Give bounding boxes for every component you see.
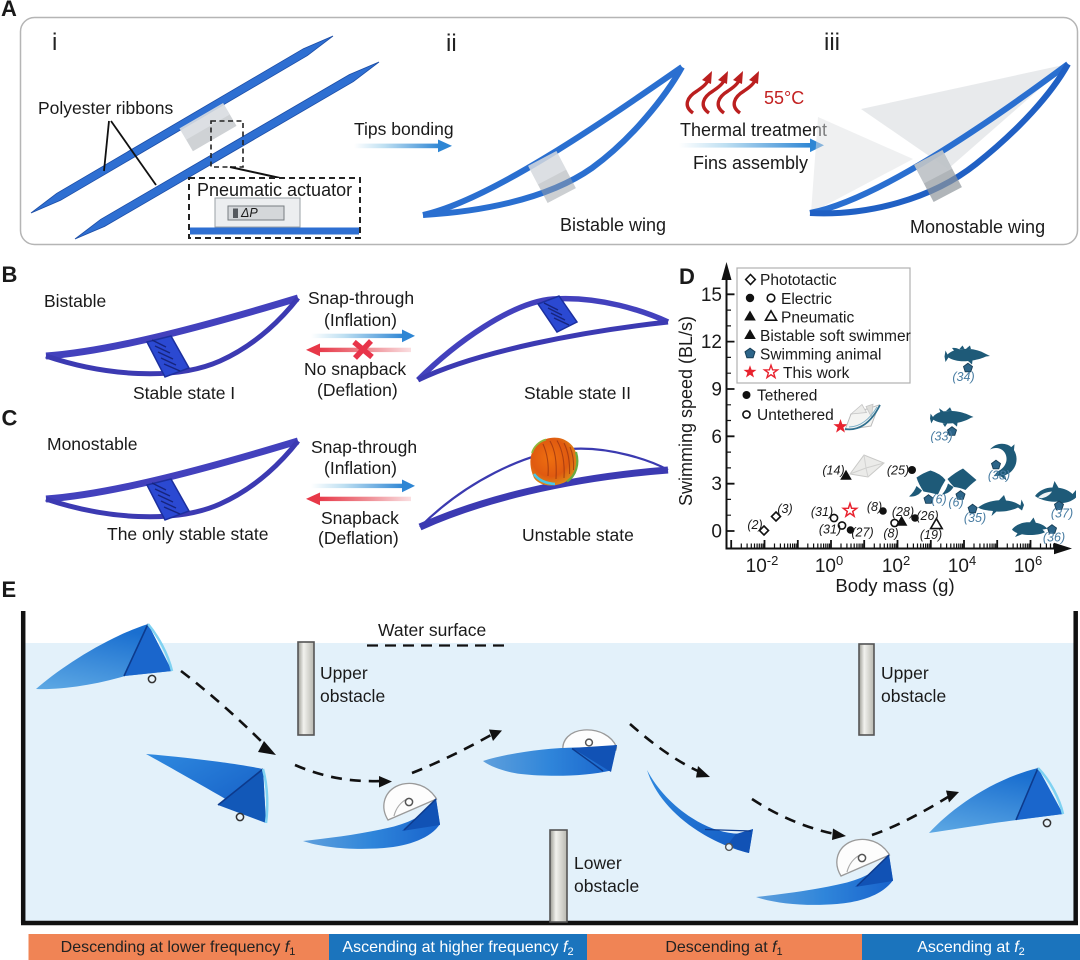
svg-text:Upper: Upper xyxy=(320,663,368,683)
svg-text:obstacle: obstacle xyxy=(320,686,385,706)
svg-text:E: E xyxy=(2,577,17,602)
svg-text:(28): (28) xyxy=(892,505,914,519)
svg-text:C: C xyxy=(2,406,18,431)
svg-text:104: 104 xyxy=(948,553,976,577)
svg-text:Thermal treatment: Thermal treatment xyxy=(680,120,827,140)
svg-text:6: 6 xyxy=(711,427,722,448)
svg-text:55°C: 55°C xyxy=(764,88,804,108)
svg-text:(31): (31) xyxy=(811,505,833,519)
svg-text:(35): (35) xyxy=(964,511,986,525)
svg-text:Snap-through: Snap-through xyxy=(311,437,417,457)
svg-text:0: 0 xyxy=(711,522,722,543)
svg-text:Ascending at higher frequency: Ascending at higher frequency f2 xyxy=(342,939,573,958)
svg-text:(3): (3) xyxy=(777,502,792,516)
svg-text:Untethered: Untethered xyxy=(757,407,834,424)
svg-text:Descending at f1: Descending at f1 xyxy=(665,939,782,958)
svg-text:9: 9 xyxy=(711,380,722,401)
svg-text:(8): (8) xyxy=(883,527,898,541)
svg-text:Polyester ribbons: Polyester ribbons xyxy=(38,98,173,118)
svg-text:Stable state II: Stable state II xyxy=(524,383,631,403)
svg-text:Bistable soft swimmer: Bistable soft swimmer xyxy=(760,328,911,345)
svg-text:(Deflation): (Deflation) xyxy=(317,380,398,400)
svg-text:Upper: Upper xyxy=(881,663,929,683)
svg-text:(8): (8) xyxy=(867,500,882,514)
svg-text:Bistable wing: Bistable wing xyxy=(560,215,666,235)
svg-text:The only stable state: The only stable state xyxy=(107,524,268,544)
svg-text:15: 15 xyxy=(701,285,722,306)
svg-text:Tips bonding: Tips bonding xyxy=(354,119,454,139)
svg-text:Pneumatic actuator: Pneumatic actuator xyxy=(197,180,352,200)
svg-text:(Inflation): (Inflation) xyxy=(324,310,397,330)
svg-text:Phototactic: Phototactic xyxy=(760,272,837,289)
svg-text:Body mass (g): Body mass (g) xyxy=(835,575,954,596)
svg-text:obstacle: obstacle xyxy=(881,686,946,706)
svg-text:(38): (38) xyxy=(988,469,1010,483)
svg-text:(33): (33) xyxy=(930,430,952,444)
svg-text:Pneumatic: Pneumatic xyxy=(781,310,854,327)
svg-text:B: B xyxy=(2,262,18,287)
svg-text:i: i xyxy=(52,29,57,56)
svg-text:(26): (26) xyxy=(916,509,938,523)
svg-text:(31): (31) xyxy=(819,523,841,537)
svg-text:ΔP: ΔP xyxy=(240,206,258,220)
svg-text:iii: iii xyxy=(824,29,840,56)
svg-text:Lower: Lower xyxy=(574,853,622,873)
svg-text:D: D xyxy=(679,264,695,289)
svg-text:(37): (37) xyxy=(1051,507,1073,521)
svg-text:(Deflation): (Deflation) xyxy=(318,528,399,548)
svg-text:Fins assembly: Fins assembly xyxy=(693,153,808,173)
svg-text:Descending at lower frequency: Descending at lower frequency f1 xyxy=(61,939,296,958)
svg-text:Water surface: Water surface xyxy=(378,620,486,640)
svg-text:(6): (6) xyxy=(931,493,946,507)
svg-text:obstacle: obstacle xyxy=(574,876,639,896)
svg-text:Monostable: Monostable xyxy=(47,434,137,454)
svg-text:(2): (2) xyxy=(747,518,762,532)
svg-text:(14): (14) xyxy=(822,464,844,478)
svg-text:ii: ii xyxy=(446,30,457,57)
svg-text:(34): (34) xyxy=(952,370,974,384)
svg-text:Snap-through: Snap-through xyxy=(308,288,414,308)
svg-text:(27): (27) xyxy=(851,526,873,540)
svg-text:Electric: Electric xyxy=(781,291,832,308)
svg-text:3: 3 xyxy=(711,474,722,495)
svg-text:A: A xyxy=(1,0,17,21)
svg-text:Tethered: Tethered xyxy=(757,388,817,405)
svg-text:This work: This work xyxy=(783,365,850,382)
svg-text:Unstable state: Unstable state xyxy=(522,525,634,545)
svg-text:Swimming animal: Swimming animal xyxy=(760,347,881,364)
svg-text:12: 12 xyxy=(701,332,722,353)
svg-text:(6): (6) xyxy=(948,496,963,510)
svg-text:Snapback: Snapback xyxy=(321,508,399,528)
svg-text:Swimming speed (BL/s): Swimming speed (BL/s) xyxy=(676,316,696,506)
svg-text:Bistable: Bistable xyxy=(44,291,106,311)
svg-text:(36): (36) xyxy=(1043,531,1065,545)
svg-text:Stable state I: Stable state I xyxy=(133,383,235,403)
svg-text:No snapback: No snapback xyxy=(304,359,406,379)
svg-text:Ascending at f2: Ascending at f2 xyxy=(917,939,1025,958)
svg-text:(19): (19) xyxy=(920,528,942,542)
svg-text:(25): (25) xyxy=(887,464,909,478)
svg-text:Monostable wing: Monostable wing xyxy=(910,217,1045,237)
svg-text:(Inflation): (Inflation) xyxy=(324,458,397,478)
